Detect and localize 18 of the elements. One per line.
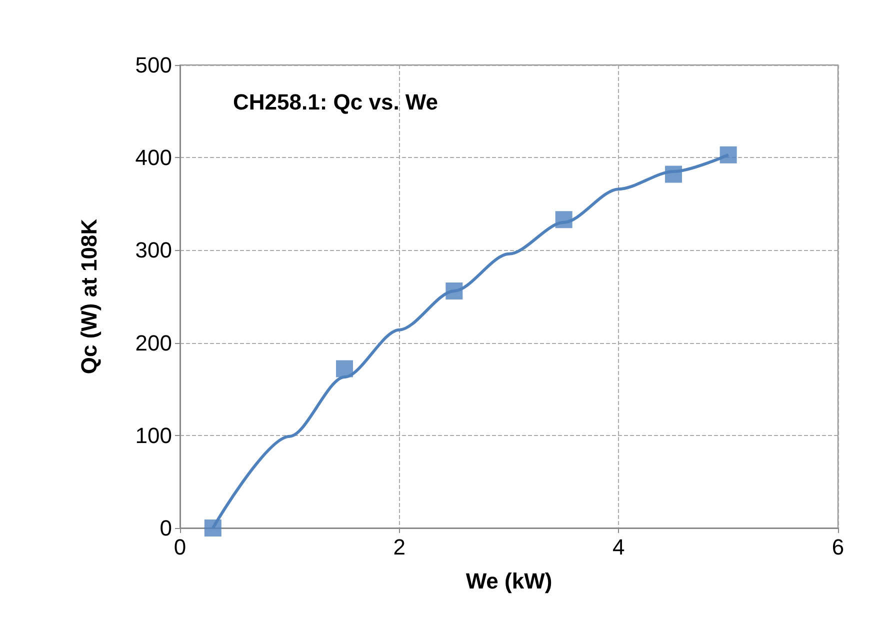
x-axis-title: We (kW) bbox=[466, 568, 552, 594]
point bbox=[336, 360, 353, 378]
y-tick-label: 200 bbox=[135, 330, 172, 356]
point bbox=[204, 520, 222, 536]
point bbox=[665, 166, 682, 183]
x-tick-label: 2 bbox=[393, 534, 406, 560]
x-tick-label: 4 bbox=[612, 534, 625, 560]
y-axis-title: Qc (W) at 108K bbox=[76, 218, 102, 374]
y-tick-label: 500 bbox=[135, 52, 172, 78]
y-tick-label: 300 bbox=[135, 238, 172, 263]
y-tick-label: 400 bbox=[135, 145, 172, 170]
point bbox=[720, 146, 737, 164]
y-tick-label: 100 bbox=[135, 422, 172, 448]
text: CH258.1: Qc vs. We bbox=[233, 90, 438, 114]
y-tick-label: 0 bbox=[160, 516, 172, 540]
x-tick-label: 6 bbox=[832, 534, 844, 560]
point bbox=[555, 211, 572, 228]
point bbox=[446, 282, 463, 300]
